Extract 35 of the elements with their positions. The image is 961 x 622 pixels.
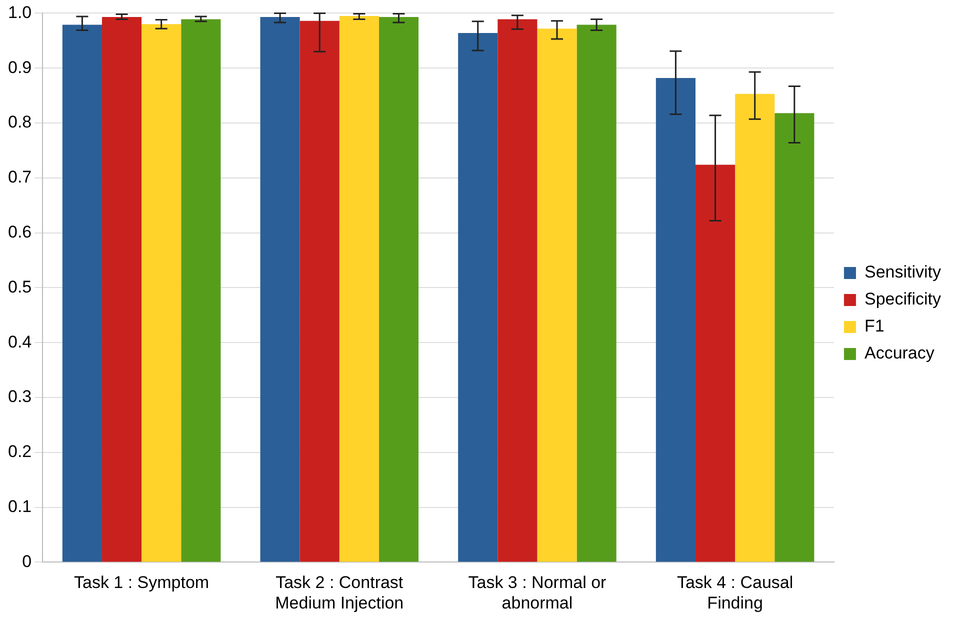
y-tick-label: 0.5 <box>8 277 32 296</box>
bar <box>576 24 616 562</box>
bar <box>537 28 577 562</box>
bar <box>260 17 300 562</box>
x-tick-label: Task 1 : Symptom <box>74 573 210 592</box>
y-tick-label: 0.6 <box>8 222 32 242</box>
bar <box>62 24 102 562</box>
bar <box>300 20 340 562</box>
bar <box>735 94 775 562</box>
y-tick-label: 0.2 <box>8 442 32 462</box>
y-tick-label: 0.3 <box>8 387 32 406</box>
legend-label: F1 <box>864 316 884 336</box>
y-tick-label: 0 <box>22 552 32 571</box>
y-tick-label: 0.9 <box>8 58 32 77</box>
bar <box>695 164 736 562</box>
bar <box>656 78 696 562</box>
legend-label: Sensitivity <box>864 262 942 282</box>
y-tick-label: 0.7 <box>8 168 32 187</box>
legend-label: Accuracy <box>864 344 935 363</box>
bar <box>458 32 498 562</box>
bar <box>142 24 182 562</box>
x-tick-label: Task 2 : Contrast Medium Injection <box>275 573 404 612</box>
bar <box>378 17 419 562</box>
y-tick-label: 0.1 <box>8 496 32 516</box>
bar <box>498 19 538 562</box>
bar <box>181 19 221 562</box>
y-tick-label: 0.4 <box>8 332 32 352</box>
bar <box>339 16 379 562</box>
y-tick-label: 0.8 <box>8 112 32 132</box>
y-tick-label: 1.0 <box>8 2 32 22</box>
x-tick-label: Task 3 : Normal or abnormal <box>468 573 607 612</box>
x-tick-label: Task 4 : Causal Finding <box>676 573 794 612</box>
bar <box>774 113 814 562</box>
bar <box>102 17 142 562</box>
legend-label: Specificity <box>864 290 942 309</box>
